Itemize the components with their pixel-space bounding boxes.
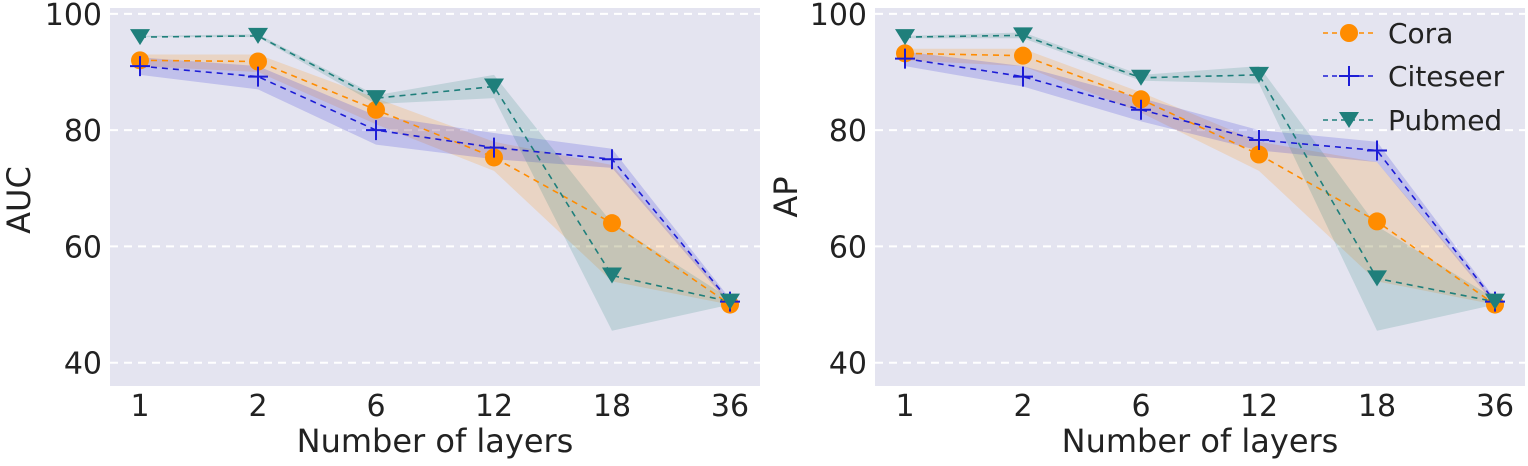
point-pubmed-12 (484, 78, 504, 95)
lines-ap (904, 34, 1496, 306)
point-citeseer-12 (484, 137, 504, 158)
point-citeseer-2 (248, 66, 268, 87)
x-ticks-ap: 1 2 6 12 18 36 (895, 389, 1514, 424)
legend-item-cora: Cora (1323, 17, 1453, 50)
point-cora-6 (367, 100, 385, 119)
y-tick-label-60: 60 (829, 230, 867, 265)
bands-ap (905, 32, 1495, 331)
x-tick-label-6: 6 (366, 389, 385, 424)
band-pubmed (140, 34, 730, 331)
point-pubmed-6 (1131, 69, 1151, 86)
point-cora-2 (249, 52, 267, 71)
x-tick-label-12: 12 (475, 389, 513, 424)
x-tick-label-36: 36 (1476, 389, 1514, 424)
point-pubmed-2 (248, 27, 268, 44)
point-cora-6 (1132, 90, 1150, 109)
point-pubmed-36 (1485, 293, 1505, 310)
point-citeseer-2 (1013, 66, 1033, 87)
point-cora-2 (1014, 46, 1032, 65)
point-pubmed-6 (366, 90, 386, 107)
y-tick-label-100: 100 (45, 0, 102, 33)
y-tick-label-40: 40 (64, 347, 102, 382)
point-citeseer-1 (130, 56, 150, 77)
y-axis-label-ap: AP (767, 176, 805, 217)
point-pubmed-1 (895, 29, 915, 46)
band-pubmed (905, 32, 1495, 331)
x-tick-label-1: 1 (895, 389, 914, 424)
x-tick-label-18: 18 (593, 389, 631, 424)
bands-auc (140, 34, 730, 331)
x-axis-label-auc: Number of layers (297, 422, 574, 460)
point-pubmed-2 (1013, 27, 1033, 44)
y-tick-label-60: 60 (64, 230, 102, 265)
point-citeseer-12 (1249, 130, 1269, 151)
point-pubmed-36 (720, 293, 740, 310)
series-line-pubmed (904, 34, 1496, 303)
y-tick-label-100: 100 (810, 0, 867, 33)
legend-item-citeseer: Citeseer (1323, 60, 1505, 93)
point-pubmed-12 (1249, 66, 1269, 83)
y-ticks-auc: 40 60 80 100 (45, 0, 102, 382)
grid-ap (875, 12, 1525, 364)
plot-area-auc (110, 8, 760, 386)
band-cora (140, 54, 730, 305)
point-citeseer-6 (366, 120, 386, 141)
grid-auc (110, 12, 760, 364)
point-pubmed-18 (602, 267, 622, 284)
point-pubmed-1 (130, 29, 150, 46)
legend-item-pubmed: Pubmed (1323, 104, 1502, 137)
point-citeseer-18 (602, 149, 622, 170)
legend-label-citeseer: Citeseer (1388, 60, 1505, 93)
legend-label-pubmed: Pubmed (1388, 104, 1502, 137)
x-tick-label-6: 6 (1131, 389, 1150, 424)
x-tick-label-2: 2 (1013, 389, 1032, 424)
point-pubmed-18 (1367, 270, 1387, 287)
y-axis-label-auc: AUC (0, 166, 38, 234)
series-line-citeseer (904, 57, 1496, 303)
y-ticks-ap: 40 60 80 100 (810, 0, 867, 382)
point-cora-12 (1250, 145, 1268, 164)
x-ticks-auc: 1 2 6 12 18 36 (130, 389, 749, 424)
point-citeseer-6 (1131, 99, 1151, 120)
point-cora-18 (1368, 212, 1386, 231)
series-line-cora (904, 52, 1496, 306)
point-cora-18 (603, 214, 621, 233)
y-tick-label-80: 80 (829, 114, 867, 149)
x-tick-label-1: 1 (130, 389, 149, 424)
point-citeseer-1 (895, 48, 915, 69)
series-line-cora (139, 59, 731, 306)
legend-marker-cora (1340, 24, 1358, 42)
x-tick-label-18: 18 (1358, 389, 1396, 424)
band-cora (905, 48, 1495, 305)
y-tick-label-40: 40 (829, 347, 867, 382)
x-axis-label-ap: Number of layers (1062, 422, 1339, 460)
x-tick-label-12: 12 (1240, 389, 1278, 424)
legend-marker-citeseer (1339, 66, 1359, 86)
point-citeseer-18 (1367, 140, 1387, 161)
lines-auc (139, 35, 731, 306)
series-line-pubmed (139, 35, 731, 303)
markers-ap (895, 27, 1505, 314)
legend: Cora Citeseer Pubmed (1323, 17, 1505, 137)
legend-label-cora: Cora (1388, 17, 1453, 50)
x-tick-label-36: 36 (711, 389, 749, 424)
legend-marker-pubmed (1339, 112, 1359, 128)
y-tick-label-80: 80 (64, 114, 102, 149)
x-tick-label-2: 2 (248, 389, 267, 424)
markers-auc (130, 27, 740, 314)
